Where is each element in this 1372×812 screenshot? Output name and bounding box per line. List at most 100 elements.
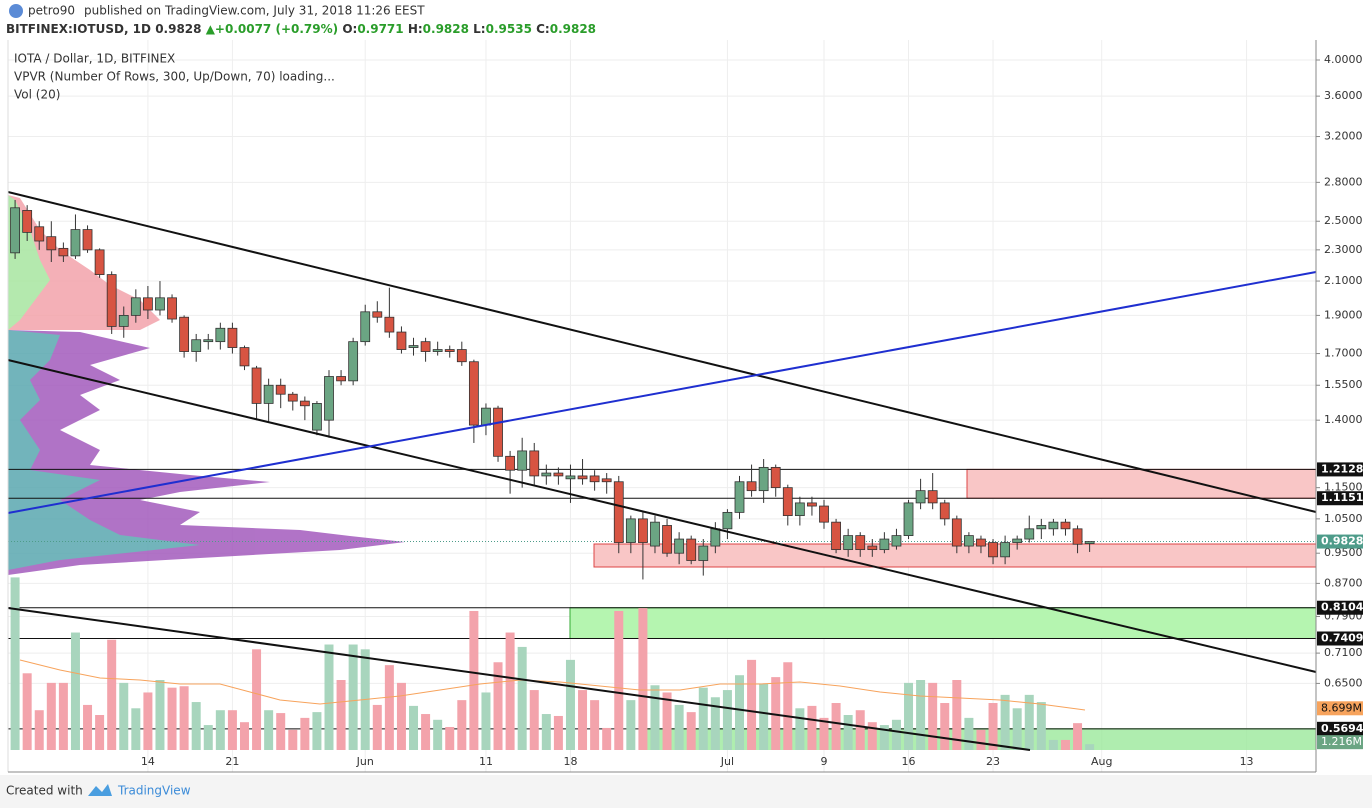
candle-body [336,376,346,382]
volume-bar [976,729,986,750]
volume-bar [1024,694,1034,750]
ohlc-value: 0.9535 [486,22,532,36]
candle-body [770,466,781,489]
candle-body [203,339,214,343]
candle-body [179,316,190,352]
candle-body [142,297,153,311]
candle-body [577,475,588,480]
ohlc-value: 0.9771 [357,22,403,36]
volume-bar [215,710,225,750]
ohlc-label: C: [536,22,550,36]
candle-body [493,407,503,457]
x-tick-label: 23 [986,755,1000,768]
candle-body [82,229,93,251]
x-tick-label: 13 [1240,755,1254,768]
ohlc-label: O: [342,22,357,36]
volume-bar [70,632,80,750]
candle-body [819,505,829,523]
candle-body [94,249,105,275]
candle-body [432,349,443,352]
x-tick-label: Jul [720,755,734,768]
candle-body [879,538,890,551]
volume-bar [131,708,141,750]
candle-body [1012,538,1023,543]
candle-body [662,525,672,554]
candle-body [698,545,709,561]
candle-body [927,490,938,504]
volume-bar [10,577,20,750]
x-tick-label: Jun [356,755,374,768]
volume-bar [46,682,56,750]
candle-body [1084,541,1095,544]
candle-body [408,345,419,348]
candle-body [794,502,805,517]
volume-bar [517,646,527,750]
volume-bar [239,722,249,750]
candle-body [34,226,45,242]
volume-bar [783,662,793,750]
volume-ma-label: 8.699M [1321,701,1362,714]
candle-body [251,367,262,404]
candle-body [601,478,612,483]
volume-bar [928,682,938,750]
y-tick-label: 2.5000 [1324,214,1363,227]
candle-body [734,481,745,513]
volume-bar [107,639,117,750]
y-tick-label: 0.8700 [1324,576,1363,589]
footer [0,775,1372,808]
candle-body [275,384,286,395]
volume-bar [119,682,129,750]
volume-bar [1036,702,1046,750]
volume-bar [445,726,455,750]
candle-body [831,521,841,551]
candle-body [505,455,516,471]
candle-body [384,316,395,333]
trend-line [7,359,1317,673]
last-volume-label: 1.216M [1321,735,1362,748]
volume-bar [372,704,382,750]
candle-body [360,311,371,343]
volume-bar [734,675,744,750]
candle-body [843,535,854,551]
volume-bar [433,719,443,750]
publisher[interactable]: petro90 [28,4,75,18]
volume-bar [58,682,68,750]
footer-brand[interactable]: TradingView [117,784,191,798]
volume-bar [421,714,431,750]
volume-bar [1060,739,1070,750]
trend-line [7,607,1031,751]
volume-bar [409,705,419,750]
candle-body [118,314,129,327]
legend-entry: Vol (20) [14,88,60,102]
candle-body [396,331,407,350]
volume-bar [264,710,274,750]
volume-bar [493,662,503,750]
last-price: 0.9828 [155,22,201,36]
axes: 4.0000 3.6000 3.2000 2.8000 2.5000 2.3000 2.10… [141,53,1363,768]
last-price-label: 0.9828 [1321,535,1363,548]
volume-bar [650,685,660,750]
y-tick-label: 1.4000 [1324,413,1363,426]
volume-bar [662,692,672,750]
x-tick-label: 16 [902,755,916,768]
candle-body [312,403,322,431]
candle-body [686,538,697,561]
volume-bar [710,697,720,750]
candle-body [456,349,467,363]
volume-bar [614,610,624,750]
candle-body [372,311,383,318]
volume-bar [384,665,394,750]
last-price-box [1317,534,1363,549]
volume-bar [819,717,829,750]
volume-bar [867,722,877,750]
volume-bar [203,725,213,750]
y-tick-label: 1.0500 [1324,512,1363,525]
price-label-box [1317,721,1363,736]
volume-bar [578,690,588,750]
candle-body [348,341,359,382]
x-tick-label: 11 [479,755,493,768]
candle-body [589,475,600,483]
ohlc-label: L: [473,22,485,36]
y-tick-label: 2.8000 [1324,175,1363,188]
candle-body [541,472,552,477]
